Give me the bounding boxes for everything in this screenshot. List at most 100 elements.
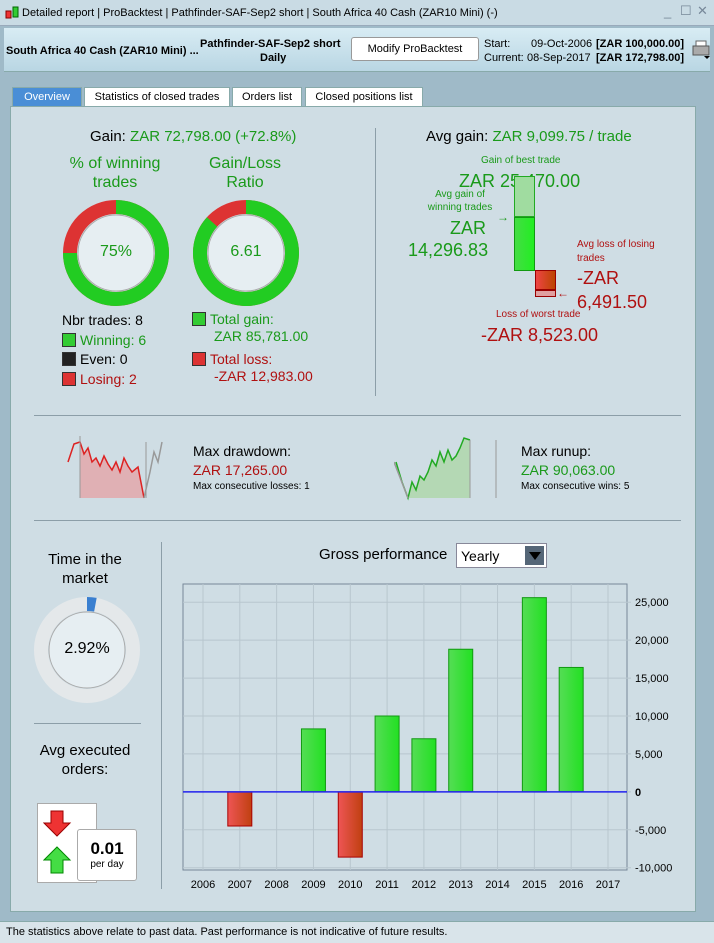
orders-value-box: 0.01 per day	[77, 829, 137, 881]
orders-unit: per day	[90, 859, 124, 870]
gain-value: ZAR 72,798.00 (+72.8%)	[130, 128, 297, 145]
window-title: Detailed report | ProBacktest | Pathfind…	[22, 7, 498, 19]
total-loss-value: -ZAR 12,983.00	[214, 368, 313, 384]
donut-center	[207, 214, 285, 292]
avg-win-bar	[514, 217, 535, 271]
divider	[34, 520, 681, 521]
donut-center	[77, 214, 155, 292]
candlestick-icon	[5, 6, 19, 19]
start-label: Start:	[484, 38, 511, 50]
avg-win-arrow-icon: →	[497, 210, 509, 224]
winning-count: Winning: 6	[80, 331, 147, 348]
bar-2009	[300, 728, 326, 793]
tab-statistics[interactable]: Statistics of closed trades	[84, 87, 230, 107]
close-button[interactable]: ✕	[697, 3, 708, 18]
y-tick-label: 20,000	[635, 635, 669, 647]
plot-area	[182, 583, 628, 871]
donut-fill	[193, 200, 299, 306]
report-header: South Africa 40 Cash (ZAR10 Mini) ... Pa…	[4, 28, 710, 72]
x-tick-label: 2010	[338, 879, 362, 891]
divider	[34, 723, 141, 724]
tab-orders-list[interactable]: Orders list	[232, 87, 302, 107]
x-tick-label: 2014	[485, 879, 509, 891]
bar-2010	[337, 791, 363, 858]
x-tick-label: 2011	[375, 879, 399, 891]
tab-overview[interactable]: Overview	[12, 87, 82, 107]
period-value: Yearly	[461, 548, 500, 564]
x-tick-label: 2008	[264, 879, 288, 891]
title-bar: Detailed report | ProBacktest | Pathfind…	[0, 0, 714, 26]
y-tick-label: 10,000	[635, 711, 669, 723]
bar-2013	[448, 648, 474, 793]
best-trade-label: Gain of best trade	[481, 155, 561, 166]
avg-gain-label: Avg gain:	[426, 128, 489, 145]
y-tick-label: -5,000	[635, 825, 666, 837]
avg-orders-title: Avg executed orders:	[39, 742, 131, 778]
gain-label: Gain:	[90, 128, 126, 145]
avg-loss-value: 6,491.50	[577, 292, 648, 312]
avg-loss-arrow-icon: ←	[557, 286, 569, 300]
worst-loss-bar	[535, 290, 556, 297]
ratio-donut	[193, 200, 299, 306]
current-label: Current:	[484, 52, 524, 64]
status-bar: The statistics above relate to past data…	[0, 921, 714, 943]
avg-loss-bar	[535, 270, 556, 290]
modify-probacktest-button[interactable]: Modify ProBacktest	[351, 37, 479, 61]
time-in-market-value: 2.92%	[64, 640, 110, 657]
bar-2007	[227, 791, 253, 827]
avg-loss-label: Avg loss of losing trades	[577, 239, 655, 264]
maximize-button[interactable]: ☐	[680, 3, 692, 18]
bar-2011	[374, 715, 400, 793]
strategy-name: Pathfinder-SAF-Sep2 short	[200, 38, 341, 50]
divider	[161, 542, 162, 889]
orders-value: 0.01	[90, 839, 124, 858]
runup-label: Max runup:	[521, 443, 592, 459]
winning-swatch-icon	[62, 332, 76, 347]
avg-win-value: 14,296.83	[408, 240, 489, 260]
ratio-value: 6.61	[230, 243, 262, 260]
donut-center	[48, 611, 126, 689]
x-tick-label: 2015	[522, 879, 546, 891]
total-gain-value: ZAR 85,781.00	[214, 328, 309, 344]
y-tick-label: 5,000	[635, 749, 663, 761]
bar-2012	[411, 738, 437, 793]
losing-swatch-icon	[62, 371, 76, 386]
avg-win-label: Avg gain of winning trades	[427, 189, 493, 213]
avg-win-currency: ZAR	[450, 218, 486, 238]
minimize-button[interactable]: _	[664, 4, 672, 19]
start-value: [ZAR 100,000.00]	[596, 38, 685, 50]
gain-loss-totals: Total gain: ZAR 85,781.00 Total loss: -Z…	[192, 311, 313, 385]
divider	[34, 415, 681, 416]
x-tick-label: 2009	[301, 879, 325, 891]
instrument-name: South Africa 40 Cash (ZAR10 Mini) ...	[6, 45, 199, 57]
donut-fill	[63, 200, 169, 306]
y-tick-label: 25,000	[635, 597, 669, 609]
time-in-market-gauge	[34, 597, 140, 703]
y-tick-label: 15,000	[635, 673, 669, 685]
avg-gain-value: ZAR 9,099.75 / trade	[492, 128, 632, 145]
print-icon[interactable]	[692, 40, 710, 60]
divider	[375, 128, 376, 396]
runup-value: ZAR 90,063.00	[521, 462, 616, 478]
bar-2016	[558, 666, 584, 793]
gross-performance-title: Gross performance	[319, 546, 448, 563]
tab-closed-positions[interactable]: Closed positions list	[305, 87, 423, 107]
donut-fill	[86, 597, 97, 612]
timeframe: Daily	[260, 52, 287, 64]
even-count: Even: 0	[80, 351, 128, 367]
even-swatch-icon	[62, 352, 76, 366]
winning-title: % of winning trades	[69, 155, 161, 191]
time-in-market-title: Time in the market	[48, 551, 122, 587]
worst-trade-value: -ZAR 8,523.00	[481, 325, 599, 345]
x-tick-label: 2007	[228, 879, 252, 891]
chevron-down-icon[interactable]	[525, 546, 544, 565]
y-tick-label: -10,000	[635, 863, 672, 875]
up-down-arrows-icon	[43, 810, 72, 874]
total-loss-label: Total loss:	[210, 351, 273, 367]
current-value: [ZAR 172,798.00]	[596, 52, 685, 64]
x-tick-label: 2016	[559, 879, 583, 891]
period-select[interactable]: Yearly	[456, 543, 547, 568]
winning-donut	[63, 200, 169, 306]
trade-counts: Nbr trades: 8 Winning: 6 Even: 0 Losing:…	[62, 311, 146, 389]
start-date: 09-Oct-2006	[531, 38, 593, 50]
